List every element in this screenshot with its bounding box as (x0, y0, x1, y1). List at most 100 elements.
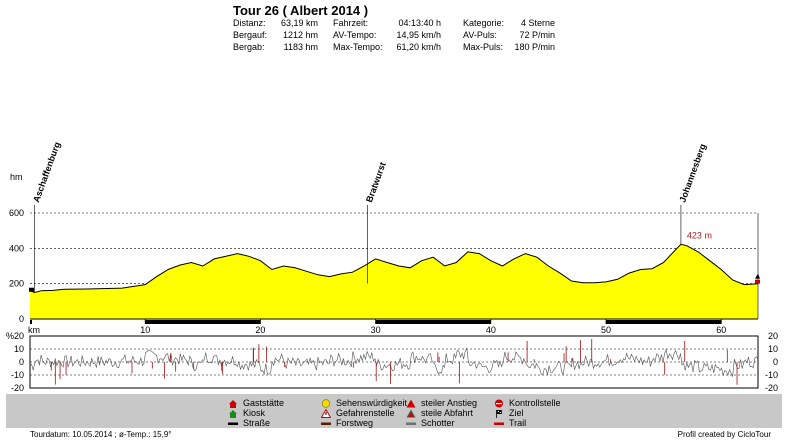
stat-value: 1183 hm (283, 42, 318, 52)
stat-label: Max-Puls: (463, 42, 504, 52)
stat-value: 61,20 km/h (396, 42, 441, 52)
legend-label: Gefahrenstelle (336, 408, 395, 418)
gradient-tick-left: 20 (14, 331, 24, 341)
gradient-tick-right: 10 (768, 344, 778, 354)
legend-label: Ziel (509, 408, 524, 418)
legend-icon-wrap (228, 399, 238, 408)
y-tick-label: 400 (9, 243, 24, 253)
gradient-tick-left: 10 (14, 344, 24, 354)
flag-icon (496, 409, 502, 418)
forest-brown-line-icon (321, 422, 331, 425)
legend-label: steile Abfahrt (421, 408, 474, 418)
legend-icon-wrap (494, 419, 504, 428)
gradient-tick-left: -20 (11, 383, 24, 393)
legend-item: Trail (494, 418, 526, 428)
elevation-line (29, 243, 759, 294)
legend-label: Schotter (421, 418, 455, 428)
legend-item: steile Abfahrt (406, 408, 473, 418)
road-black-line-icon (228, 422, 238, 425)
legend-item: Schotter (406, 418, 455, 428)
stat-value: 04:13:40 h (398, 18, 441, 28)
y-tick-label: 200 (9, 279, 24, 289)
legend-icon-wrap (321, 398, 331, 408)
legend-label: Forstweg (336, 418, 374, 428)
gradient-tick-right: 0 (773, 357, 778, 367)
marker-label: Bratwurst (364, 161, 388, 204)
legend-item: Straße (228, 418, 270, 428)
gradient-line (29, 347, 759, 378)
page-title: Tour 26 ( Albert 2014 ) (233, 3, 369, 18)
house-red-icon (229, 399, 237, 408)
surface-segment (375, 320, 491, 324)
stat-value: 72 P/min (519, 30, 555, 40)
stat-value: 180 P/min (514, 42, 555, 52)
stat-value: 14,95 km/h (396, 30, 441, 40)
x-axis-label: km (28, 325, 40, 335)
legend-icon-wrap (228, 419, 238, 428)
surface-segment (145, 320, 261, 324)
start-marker (29, 287, 34, 292)
stat-label: Max-Tempo: (333, 42, 383, 52)
elevation-area (30, 244, 758, 319)
legend-icon-wrap (494, 399, 504, 408)
legend-item: Kiosk (228, 408, 265, 418)
stat-value: 1212 hm (282, 30, 318, 40)
gradient-y-label: % (6, 331, 14, 341)
x-tick-label: 50 (601, 325, 611, 335)
legend-label: Sehenswürdigkeit (336, 398, 408, 408)
stat-value: 4 Sterne (520, 18, 555, 28)
legend-item: Forstweg (321, 418, 373, 428)
legend-item: Gefahrenstelle (320, 407, 395, 418)
marker-label: Aschaffenburg (31, 141, 62, 204)
legend-icon-wrap (494, 409, 504, 418)
x-tick-label: 40 (486, 325, 496, 335)
legend-icon-wrap (321, 419, 331, 428)
elevation-y-label: hm (10, 172, 23, 182)
stat-label: AV-Tempo: (333, 30, 377, 40)
stat-label: Distanz: (233, 18, 266, 28)
triangle-down-red-icon (406, 409, 416, 417)
sun-face-icon (321, 398, 331, 408)
house-green-icon (229, 409, 237, 418)
gradient-tick-right: -20 (765, 383, 778, 393)
legend-item: Sehenswürdigkeit (321, 398, 407, 408)
legend-label: steiler Anstieg (421, 398, 478, 408)
end-marker (755, 273, 760, 279)
stat-label: Fahrzeit: (333, 18, 369, 28)
legend-label: Trail (509, 418, 527, 428)
legend: Gaststätte Sehenswürdigkeit steiler Anstie… (6, 394, 782, 428)
stat-value: 63,19 km (280, 18, 318, 28)
x-tick-label: 20 (255, 325, 265, 335)
legend-icon-wrap (228, 409, 238, 418)
trail-red-line-icon (494, 422, 504, 425)
legend-label: Kiosk (243, 408, 266, 418)
legend-item: Gaststätte (228, 398, 284, 408)
legend-icon-wrap (406, 419, 416, 428)
end-marker (755, 279, 760, 284)
gradient-tick-left: 0 (19, 357, 24, 367)
legend-item: Ziel (494, 408, 524, 418)
legend-label: Straße (243, 418, 271, 428)
footer-tour-info: Tourdatum: 10.05.2014 ; ø-Temp.: 15,9° (30, 430, 172, 439)
stat-label: Bergab: (233, 42, 265, 52)
gravel-gray-line-icon (406, 422, 416, 425)
marker-label: Johannesberg (677, 142, 707, 203)
x-tick-label: 30 (371, 325, 381, 335)
stat-label: Kategorie: (463, 18, 505, 28)
legend-label: Gaststätte (243, 398, 285, 408)
legend-icon-wrap (406, 399, 416, 408)
stat-label: AV-Puls: (463, 30, 497, 40)
surface-segment (30, 320, 32, 324)
warning-triangle-icon (320, 407, 332, 418)
x-tick-label: 10 (140, 325, 150, 335)
x-tick-label: 60 (716, 325, 726, 335)
gradient-tick-right: 20 (768, 331, 778, 341)
legend-item: steiler Anstieg (406, 398, 477, 408)
y-tick-label: 600 (9, 208, 24, 218)
footer-credit: Profil created by CicloTour (677, 430, 771, 439)
legend-icon-wrap (406, 409, 416, 418)
stop-icon (495, 399, 503, 407)
y-tick-label: 0 (19, 314, 24, 324)
surface-segment (606, 320, 722, 324)
